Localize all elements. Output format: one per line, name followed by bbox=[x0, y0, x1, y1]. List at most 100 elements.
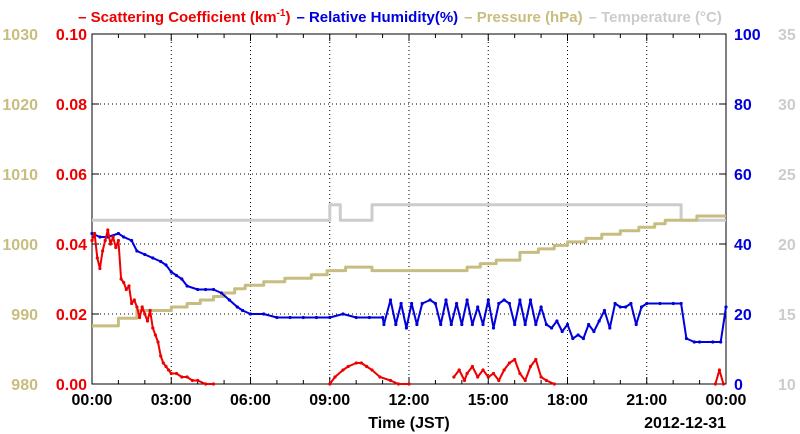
data-point-scattering bbox=[721, 382, 726, 386]
temperature-tick-label: 15 bbox=[778, 307, 796, 324]
data-point-humidity bbox=[719, 340, 723, 344]
data-point-humidity bbox=[523, 322, 527, 327]
data-point-humidity bbox=[449, 322, 453, 327]
data-point-humidity bbox=[576, 333, 580, 337]
scattering-tick-label: 0.10 bbox=[56, 27, 87, 44]
data-point-scattering bbox=[138, 315, 142, 320]
legend-close-paren: ) bbox=[285, 9, 290, 26]
data-point-humidity bbox=[164, 263, 168, 267]
data-point-scattering bbox=[476, 375, 480, 379]
legend-text: – Scattering Coefficient (km-1) – Relativ… bbox=[78, 8, 722, 26]
data-point-humidity bbox=[341, 312, 345, 316]
data-point-scattering bbox=[328, 382, 332, 386]
data-point-humidity bbox=[645, 301, 649, 306]
data-point-humidity bbox=[560, 329, 564, 334]
pressure-tick-label: 1010 bbox=[2, 167, 38, 184]
data-point-humidity bbox=[174, 273, 179, 278]
data-point-scattering bbox=[491, 371, 496, 376]
data-point-scattering bbox=[114, 245, 118, 250]
data-point-scattering bbox=[457, 368, 461, 372]
data-point-humidity bbox=[328, 315, 332, 320]
data-point-scattering bbox=[135, 305, 139, 309]
data-point-humidity bbox=[399, 301, 403, 306]
humidity-tick-label: 100 bbox=[734, 27, 761, 44]
data-point-scattering bbox=[132, 298, 136, 302]
data-point-humidity bbox=[135, 249, 139, 253]
temperature-tick-label: 10 bbox=[778, 377, 796, 394]
data-point-humidity bbox=[415, 322, 419, 327]
data-point-scattering bbox=[119, 277, 123, 281]
data-point-humidity bbox=[639, 305, 644, 309]
scattering-tick-label: 0.02 bbox=[56, 307, 87, 324]
data-point-humidity bbox=[470, 322, 474, 327]
data-point-scattering bbox=[513, 357, 517, 362]
pressure-tick-label: 980 bbox=[11, 377, 38, 394]
data-point-humidity bbox=[581, 336, 586, 341]
series-line-pressure bbox=[92, 214, 726, 328]
data-point-humidity bbox=[130, 238, 134, 243]
data-point-humidity bbox=[420, 301, 424, 306]
x-tick-label: 06:00 bbox=[230, 392, 271, 409]
data-point-scattering bbox=[151, 326, 155, 330]
data-point-scattering bbox=[211, 382, 216, 386]
data-point-scattering bbox=[462, 378, 467, 383]
x-tick-label: 21:00 bbox=[626, 392, 667, 409]
data-point-humidity bbox=[692, 340, 696, 344]
data-point-humidity bbox=[481, 322, 485, 327]
data-point-humidity bbox=[180, 277, 184, 281]
data-point-scattering bbox=[103, 238, 107, 243]
data-point-scattering bbox=[111, 235, 115, 239]
data-point-humidity bbox=[204, 287, 208, 292]
data-point-humidity bbox=[587, 322, 591, 327]
data-point-humidity bbox=[476, 305, 480, 309]
data-point-scattering bbox=[518, 371, 522, 376]
legend-marker: – bbox=[589, 9, 602, 26]
data-point-humidity bbox=[262, 312, 266, 316]
data-point-scattering bbox=[148, 308, 152, 313]
data-point-humidity bbox=[439, 322, 443, 327]
data-point-humidity bbox=[518, 298, 522, 302]
data-point-scattering bbox=[365, 364, 369, 369]
data-point-humidity bbox=[565, 322, 570, 327]
data-point-humidity bbox=[486, 298, 490, 302]
series-layer bbox=[90, 203, 728, 386]
data-point-scattering bbox=[122, 280, 126, 285]
humidity-tick-label: 60 bbox=[734, 167, 752, 184]
data-point-humidity bbox=[116, 231, 120, 236]
legend-entry: Relative Humidity(%) bbox=[309, 9, 458, 26]
data-point-humidity bbox=[624, 305, 628, 309]
x-tick-label: 12:00 bbox=[389, 392, 430, 409]
data-point-humidity bbox=[613, 301, 617, 306]
data-point-scattering bbox=[717, 368, 722, 372]
data-point-humidity bbox=[608, 326, 612, 330]
legend-marker: – bbox=[464, 9, 477, 26]
data-point-humidity bbox=[497, 301, 501, 306]
data-point-scattering bbox=[90, 238, 94, 243]
pressure-tick-label: 1000 bbox=[2, 237, 38, 254]
data-point-scattering bbox=[407, 382, 411, 386]
data-point-humidity bbox=[367, 315, 371, 320]
data-point-humidity bbox=[684, 336, 689, 341]
data-point-scattering bbox=[502, 368, 506, 372]
data-point-humidity bbox=[301, 315, 305, 320]
data-point-humidity bbox=[211, 287, 216, 292]
data-point-scattering bbox=[341, 368, 345, 372]
data-point-scattering bbox=[528, 364, 533, 369]
data-point-humidity bbox=[275, 315, 279, 320]
data-point-humidity bbox=[169, 270, 173, 274]
scattering-tick-label: 0.08 bbox=[56, 97, 87, 114]
data-point-scattering bbox=[116, 238, 120, 243]
data-point-scattering bbox=[539, 375, 543, 379]
data-point-humidity bbox=[491, 326, 496, 330]
data-point-humidity bbox=[539, 305, 543, 309]
data-point-scattering bbox=[143, 312, 147, 316]
x-tick-label: 18:00 bbox=[547, 392, 588, 409]
data-point-humidity bbox=[634, 322, 638, 327]
data-point-scattering bbox=[465, 371, 469, 376]
x-tick-label: 00:00 bbox=[72, 392, 113, 409]
data-point-humidity bbox=[724, 305, 728, 309]
data-point-humidity bbox=[354, 315, 358, 320]
x-tick-label: 00:00 bbox=[706, 392, 747, 409]
legend-superscript: -1 bbox=[277, 8, 286, 19]
